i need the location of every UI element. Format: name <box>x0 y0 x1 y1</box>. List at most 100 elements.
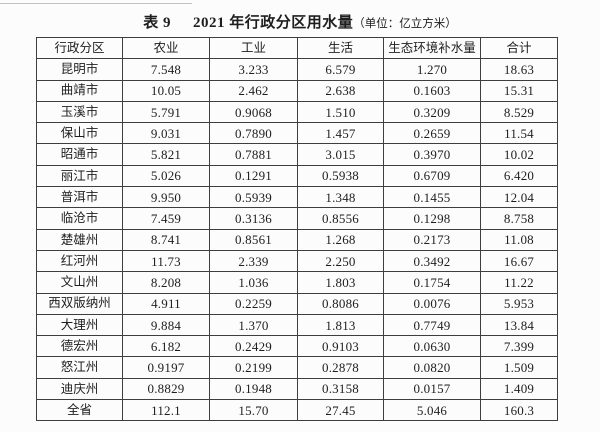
header-eco-replenishment: 生态环境补水量 <box>383 36 481 60</box>
value-cell: 0.2429 <box>209 335 298 358</box>
value-cell: 1.370 <box>209 313 298 337</box>
value-cell: 8.741 <box>122 228 210 251</box>
value-cell: 6.579 <box>297 58 384 81</box>
value-cell: 0.5939 <box>209 186 298 209</box>
value-cell: 0.2878 <box>297 356 384 379</box>
header-domestic: 生活 <box>297 36 384 60</box>
value-cell: 8.529 <box>480 100 558 124</box>
value-cell: 1.036 <box>209 271 298 294</box>
value-cell: 6.420 <box>480 164 558 188</box>
value-cell: 0.1298 <box>383 207 481 230</box>
value-cell: 0.7890 <box>209 122 298 145</box>
value-cell: 1.268 <box>297 228 384 251</box>
header-region: 行政分区 <box>36 36 123 60</box>
table-row: 玉溪市 5.791 0.9068 1.510 0.3209 8.529 <box>36 100 558 124</box>
value-cell: 0.2199 <box>209 356 298 379</box>
region-name-cell: 普洱市 <box>36 186 123 209</box>
value-cell: 0.7881 <box>209 143 298 166</box>
table-row: 昆明市 7.548 3.233 6.579 1.270 18.63 <box>36 58 558 81</box>
value-cell: 1.348 <box>297 186 384 209</box>
value-cell: 0.2259 <box>209 292 298 315</box>
value-cell: 12.04 <box>480 186 558 209</box>
value-cell: 0.3492 <box>383 249 481 273</box>
value-cell: 0.3136 <box>209 207 298 230</box>
value-cell: 1.803 <box>297 271 384 294</box>
water-usage-table: 行政分区 农业 工业 生活 生态环境补水量 合计 昆明市 7.548 3.233 6.… <box>36 36 558 422</box>
table-row: 西双版纳州 4.911 0.2259 0.8086 0.0076 5.953 <box>36 292 558 315</box>
value-cell: 0.8086 <box>297 292 384 315</box>
region-name-cell: 怒江州 <box>36 356 123 379</box>
table-unit-label: （单位：亿立方米） <box>353 18 457 30</box>
value-cell: 3.015 <box>297 143 384 166</box>
value-cell: 0.8561 <box>209 228 298 251</box>
region-name-cell: 丽江市 <box>36 164 123 188</box>
table-row: 保山市 9.031 0.7890 1.457 0.2659 11.54 <box>36 122 558 145</box>
value-cell: 11.54 <box>480 122 558 145</box>
value-cell: 2.339 <box>209 249 298 273</box>
value-cell: 0.0820 <box>383 356 481 379</box>
header-total: 合计 <box>480 36 558 60</box>
region-name-cell: 文山州 <box>36 271 123 294</box>
region-name-cell: 昆明市 <box>36 58 123 81</box>
value-cell: 0.9103 <box>297 335 384 358</box>
table-row: 怒江州 0.9197 0.2199 0.2878 0.0820 1.509 <box>36 356 558 379</box>
value-cell: 7.399 <box>480 335 558 358</box>
value-cell: 0.1754 <box>383 271 481 294</box>
region-name-cell: 昭通市 <box>36 143 123 166</box>
value-cell: 1.510 <box>297 100 384 124</box>
region-name-cell: 大理州 <box>36 313 123 337</box>
value-cell: 15.31 <box>480 79 558 102</box>
header-industry: 工业 <box>209 36 298 60</box>
value-cell: 0.3209 <box>383 100 481 124</box>
value-cell: 9.884 <box>122 313 210 337</box>
value-cell: 5.046 <box>383 399 481 422</box>
table-row: 临沧市 7.459 0.3136 0.8556 0.1298 8.758 <box>36 207 558 230</box>
value-cell: 27.45 <box>297 399 384 422</box>
value-cell: 11.22 <box>480 271 558 294</box>
table-row: 文山州 8.208 1.036 1.803 0.1754 11.22 <box>36 271 558 294</box>
value-cell: 8.758 <box>480 207 558 230</box>
table-row: 昭通市 5.821 0.7881 3.015 0.3970 10.02 <box>36 143 558 166</box>
table-number: 表 9 <box>143 15 171 31</box>
region-name-cell: 西双版纳州 <box>36 292 123 315</box>
table-row: 大理州 9.884 1.370 1.813 0.7749 13.84 <box>36 313 558 337</box>
value-cell: 13.84 <box>480 313 558 337</box>
value-cell: 3.233 <box>209 58 298 81</box>
value-cell: 1.270 <box>383 58 481 81</box>
table-row: 丽江市 5.026 0.1291 0.5938 0.6709 6.420 <box>36 164 558 188</box>
value-cell: 6.182 <box>122 335 210 358</box>
value-cell: 9.950 <box>122 186 210 209</box>
value-cell: 0.0157 <box>383 377 481 401</box>
table-header-row: 行政分区 农业 工业 生活 生态环境补水量 合计 <box>36 36 558 60</box>
value-cell: 2.638 <box>297 79 384 102</box>
value-cell: 0.2173 <box>383 228 481 251</box>
table-caption: 表 9 2021 年行政分区用水量（单位：亿立方米） <box>0 0 600 32</box>
value-cell: 0.9197 <box>122 356 210 379</box>
value-cell: 1.457 <box>297 122 384 145</box>
value-cell: 10.05 <box>122 79 210 102</box>
region-name-cell: 曲靖市 <box>36 79 123 102</box>
value-cell: 8.208 <box>122 271 210 294</box>
value-cell: 0.7749 <box>383 313 481 337</box>
header-agriculture: 农业 <box>122 36 210 60</box>
value-cell: 11.08 <box>480 228 558 251</box>
value-cell: 7.548 <box>122 58 210 81</box>
value-cell: 0.8829 <box>122 377 210 401</box>
value-cell: 0.0630 <box>383 335 481 358</box>
region-name-cell: 楚雄州 <box>36 228 123 251</box>
value-cell: 5.953 <box>480 292 558 315</box>
region-name-cell: 德宏州 <box>36 335 123 358</box>
value-cell: 0.9068 <box>209 100 298 124</box>
region-name-cell: 玉溪市 <box>36 100 123 124</box>
value-cell: 0.8556 <box>297 207 384 230</box>
value-cell: 160.3 <box>480 399 558 422</box>
table-row: 普洱市 9.950 0.5939 1.348 0.1455 12.04 <box>36 186 558 209</box>
region-name-cell: 红河州 <box>36 249 123 273</box>
value-cell: 0.6709 <box>383 164 481 188</box>
value-cell: 2.462 <box>209 79 298 102</box>
value-cell: 0.0076 <box>383 292 481 315</box>
table-row: 迪庆州 0.8829 0.1948 0.3158 0.0157 1.409 <box>36 377 558 401</box>
region-name-cell: 临沧市 <box>36 207 123 230</box>
scan-artifact-line <box>0 3 192 4</box>
